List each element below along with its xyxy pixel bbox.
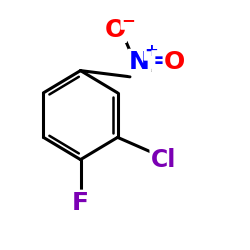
Text: =: = bbox=[152, 51, 171, 71]
Text: F: F bbox=[72, 191, 89, 215]
Text: O: O bbox=[104, 18, 126, 42]
Text: −: − bbox=[121, 11, 135, 29]
Text: N: N bbox=[129, 50, 150, 74]
Text: Cl: Cl bbox=[151, 148, 176, 172]
Text: +: + bbox=[144, 42, 158, 60]
Text: O: O bbox=[164, 50, 185, 74]
